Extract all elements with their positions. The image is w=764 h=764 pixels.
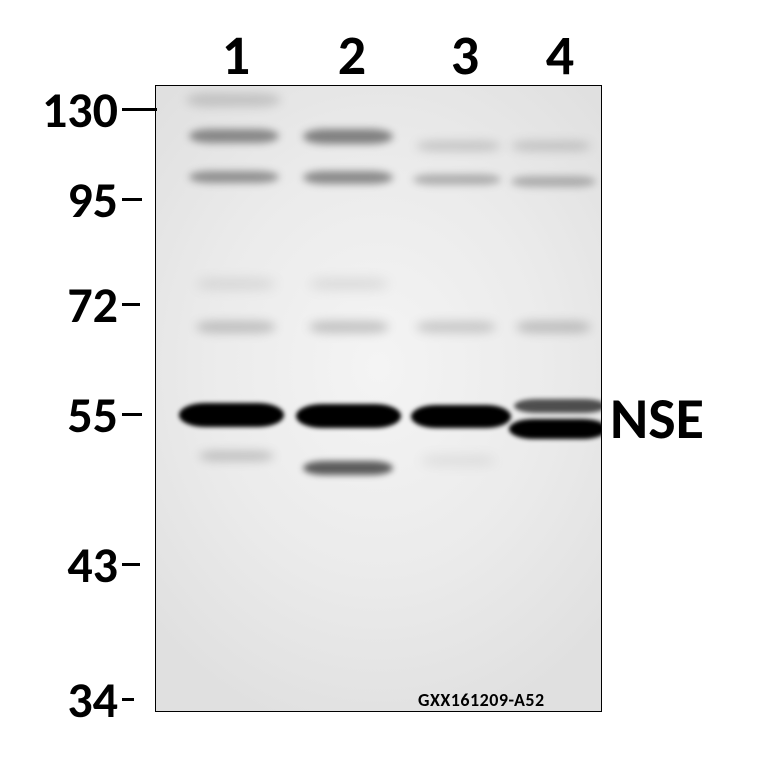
figure-container: GXX161209-A52 1234 1309572554334 NSE — [0, 0, 764, 764]
blot-band — [186, 93, 281, 107]
blot-band — [516, 321, 591, 333]
blot-band — [303, 129, 393, 144]
mw-tick — [122, 698, 134, 701]
mw-label: 55 — [28, 385, 118, 446]
lane-label: 1 — [212, 22, 260, 90]
blot-band — [196, 279, 276, 289]
blot-band — [196, 321, 276, 333]
mw-label: 34 — [28, 670, 118, 731]
mw-tick — [122, 563, 140, 566]
mw-label: 43 — [28, 535, 118, 596]
blot-band — [189, 129, 279, 143]
lane-label: 4 — [536, 22, 584, 90]
blot-band — [199, 451, 274, 461]
blot-band — [303, 461, 393, 475]
blot-band — [189, 171, 279, 183]
blot-band — [416, 141, 501, 151]
blot-band — [509, 419, 602, 439]
blot-band — [511, 141, 591, 151]
blot-band — [413, 174, 501, 185]
blot-band — [514, 399, 602, 413]
mw-label: 95 — [28, 170, 118, 231]
mw-tick — [122, 108, 157, 111]
blot-band — [421, 456, 496, 465]
protein-label: NSE — [610, 383, 704, 454]
blot-band — [179, 403, 284, 427]
blot-band — [416, 321, 496, 333]
mw-label: 72 — [28, 275, 118, 336]
blot-band — [303, 171, 393, 184]
blot-band — [309, 321, 389, 333]
lane-label: 3 — [441, 22, 489, 90]
mw-tick — [122, 303, 140, 306]
blot-band — [296, 404, 401, 428]
image-code-label: GXX161209-A52 — [418, 689, 545, 711]
blot-band — [511, 176, 596, 187]
lane-label: 2 — [328, 22, 376, 90]
mw-tick — [122, 413, 142, 416]
blot-band — [411, 405, 511, 428]
mw-label: 130 — [28, 80, 118, 141]
blot-membrane-box: GXX161209-A52 — [155, 85, 602, 712]
blot-band — [309, 279, 389, 289]
mw-tick — [122, 198, 142, 201]
